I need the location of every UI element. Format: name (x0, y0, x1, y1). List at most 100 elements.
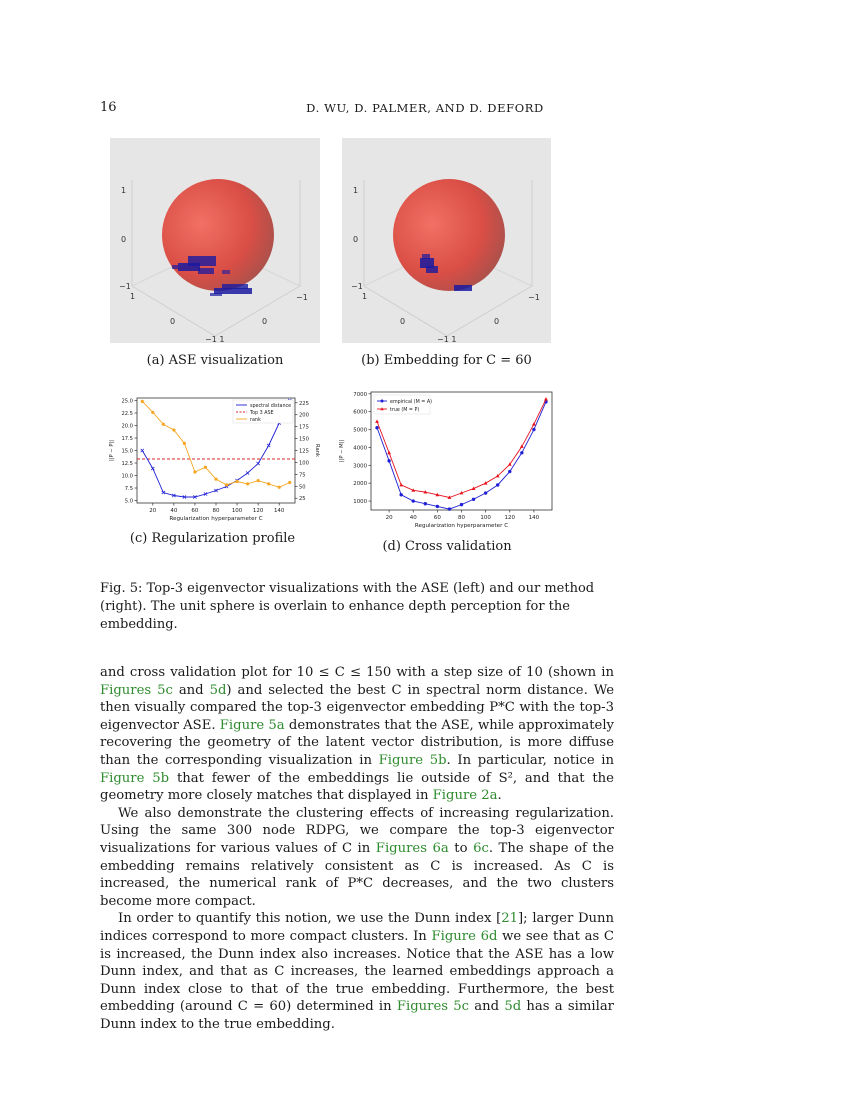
data-point (161, 422, 165, 426)
data-point (193, 470, 197, 474)
ref-link[interactable]: 5d (504, 999, 522, 1015)
x-tick-label: 140 (274, 508, 285, 514)
y-tick-label: 12.5 (121, 461, 133, 467)
data-point (214, 477, 218, 481)
caption-a: (a) ASE visualization (146, 353, 284, 368)
data-point (267, 482, 271, 486)
data-point (447, 507, 452, 511)
x-tick-label: 100 (232, 508, 243, 514)
y-tick-label: 3000 (353, 463, 367, 469)
z-tick-mid: 0 (353, 235, 358, 244)
ref-link[interactable]: Figure 5a (219, 717, 285, 733)
data-point (459, 502, 464, 507)
sphere-plot-a: 1 0 −1 1 −1 0 0 −1 1 (119, 179, 308, 343)
x-tick-label: 20 (149, 508, 156, 514)
x-tick-label: 40 (170, 508, 177, 514)
y-tick-label: 4000 (353, 445, 367, 451)
y2-tick-label: 225 (299, 401, 309, 407)
y-axis-label: ||P − P|| (109, 440, 115, 461)
data-point (435, 492, 440, 497)
y2-tick-label: 150 (299, 437, 309, 443)
x-axis-label: Regularization hyperparameter C (169, 516, 262, 522)
y-tick-mid: 0 (262, 317, 267, 326)
data-point (519, 444, 524, 448)
y2-tick-label: 100 (299, 460, 309, 466)
sphere-plot-b: 1 0 −1 1 −1 0 0 −1 1 (351, 179, 540, 343)
data-point (140, 448, 145, 453)
y-tick-right: −1 (528, 293, 540, 302)
x-axis-label: Regularization hyperparameter C (415, 523, 508, 529)
y-tick-label: 5.0 (125, 499, 133, 505)
y2-tick-label: 50 (299, 484, 306, 490)
x-tick-label: 100 (480, 515, 491, 521)
legend-label: Top 3 ASE (249, 410, 274, 416)
data-point (182, 441, 186, 445)
y-tick-mid: 0 (494, 317, 499, 326)
y-tick-label: 2000 (353, 481, 367, 487)
legend-label: true (M = P) (390, 407, 419, 413)
data-point (246, 482, 250, 486)
z-tick-top: 1 (353, 186, 358, 195)
figure-caption: Fig. 5: Top-3 eigenvector visualizations… (100, 581, 595, 632)
data-point (203, 492, 208, 496)
data-point (435, 504, 440, 509)
ref-link[interactable]: Figure 5b (378, 752, 447, 768)
citation-link[interactable]: 21 (501, 911, 519, 927)
x-tick-left: 1 (362, 292, 367, 301)
x-tick-mid: 0 (170, 317, 175, 326)
cross-validation-chart: 20 40 60 80 100 120 140 1000 2000 3000 4000 5000 600… (339, 391, 553, 529)
bottom-ticks: −1 1 (205, 335, 224, 343)
data-point (411, 488, 416, 492)
data-point (182, 495, 187, 499)
data-point (277, 485, 281, 489)
unit-sphere (393, 179, 505, 291)
z-tick-bot: −1 (351, 282, 363, 291)
data-point (447, 495, 452, 499)
data-point (375, 419, 379, 423)
x-tick-label: 20 (386, 515, 393, 521)
ref-link[interactable]: Figures 5c (396, 999, 470, 1015)
paragraph-1: and cross validation plot for 10 ≤ C ≤ 1… (100, 665, 614, 804)
ref-link[interactable]: Figure 6d (431, 928, 498, 944)
x-tick-mid: 0 (400, 317, 405, 326)
ref-link[interactable]: Figures 5c (100, 682, 173, 698)
y-tick-label: 15.0 (121, 449, 133, 455)
x-tick-label: 60 (191, 508, 198, 514)
ref-link[interactable]: Figures 6a (375, 840, 449, 856)
data-point (399, 493, 403, 497)
y-axis-label: ||P − M|| (339, 440, 345, 462)
y2-tick-label: 25 (299, 496, 306, 502)
data-point (245, 471, 250, 475)
y-tick-label: 17.5 (121, 436, 133, 442)
page-number: 16 (100, 100, 117, 115)
data-point (193, 495, 197, 499)
y-tick-label: 6000 (353, 410, 367, 416)
data-point (224, 483, 229, 487)
ref-link[interactable]: 5d (209, 682, 227, 698)
legend-label: spectral distance (250, 403, 291, 409)
y2-tick-label: 175 (299, 425, 309, 431)
bottom-ticks: −1 1 (437, 335, 456, 343)
y-tick-label: 7.5 (125, 486, 133, 492)
data-point (532, 427, 536, 432)
y-tick-label: 22.5 (121, 411, 133, 417)
data-point (508, 469, 512, 474)
x-tick-label: 140 (529, 515, 540, 521)
ref-link[interactable]: Figure 2a (432, 788, 498, 804)
x-tick-label: 40 (410, 515, 417, 521)
y-tick-label: 10.0 (121, 474, 133, 480)
ref-link[interactable]: 6c (473, 840, 489, 856)
y-tick-right: −1 (296, 293, 308, 302)
ref-link[interactable]: Figure 5b (100, 770, 170, 786)
z-tick-bot: −1 (119, 282, 131, 291)
data-point (256, 461, 261, 466)
y-tick-label: 25.0 (121, 399, 133, 405)
data-point (423, 490, 428, 494)
data-point (471, 497, 476, 501)
data-point (520, 451, 524, 455)
data-point (471, 486, 476, 490)
data-point (459, 491, 464, 495)
y-tick-label: 5000 (353, 428, 367, 434)
data-point (532, 422, 536, 426)
